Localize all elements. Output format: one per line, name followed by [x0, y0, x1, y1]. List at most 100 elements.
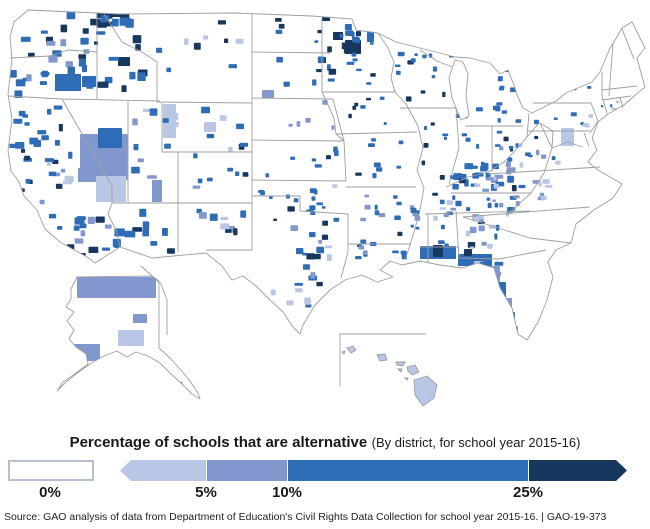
district [100, 15, 110, 23]
district [495, 144, 501, 147]
district [376, 167, 383, 172]
district [345, 30, 354, 35]
district [275, 29, 283, 34]
district [492, 199, 496, 202]
district [443, 136, 448, 140]
district [164, 143, 171, 149]
district [495, 271, 502, 276]
district [394, 64, 401, 67]
district [355, 172, 362, 176]
district [472, 165, 478, 169]
district [55, 74, 81, 91]
district [343, 48, 350, 54]
district [513, 195, 520, 199]
district [339, 34, 344, 38]
district [372, 173, 377, 179]
district [305, 117, 311, 123]
district [464, 249, 472, 256]
district [398, 140, 404, 145]
district [587, 86, 592, 89]
district [13, 118, 23, 124]
district [368, 143, 375, 147]
district [44, 158, 55, 162]
district [470, 246, 474, 250]
district [364, 204, 371, 210]
district [40, 30, 48, 34]
district [360, 105, 366, 109]
district [228, 146, 233, 153]
district [496, 102, 503, 106]
district [118, 57, 130, 66]
district [39, 81, 47, 85]
district [235, 38, 244, 44]
district [497, 118, 501, 123]
district [220, 223, 230, 230]
district [65, 61, 73, 68]
district [396, 165, 402, 169]
district [162, 228, 168, 236]
district [37, 130, 47, 135]
district [322, 220, 328, 226]
district [545, 184, 553, 188]
district [478, 225, 485, 232]
district [515, 201, 520, 207]
district [24, 122, 30, 126]
district [119, 11, 130, 18]
district [311, 158, 317, 162]
hawaii-islands [341, 345, 438, 407]
district [316, 202, 323, 206]
district [88, 246, 99, 253]
district [111, 18, 119, 27]
district [265, 173, 270, 178]
district [285, 194, 290, 199]
district [352, 105, 357, 110]
district [324, 245, 333, 249]
district [468, 309, 475, 316]
district [79, 223, 87, 229]
district [486, 177, 494, 181]
district [225, 229, 232, 233]
district [60, 24, 68, 33]
district [506, 167, 516, 172]
district [455, 200, 462, 207]
district [40, 71, 50, 76]
district [585, 124, 590, 128]
us-choropleth-map [7, 9, 646, 407]
district [452, 195, 456, 200]
district [431, 75, 436, 79]
district [487, 299, 496, 307]
district [86, 81, 94, 89]
district [321, 206, 326, 209]
district [482, 274, 491, 281]
district [149, 108, 158, 116]
district [318, 239, 323, 244]
district [439, 175, 445, 180]
district [142, 221, 150, 230]
district [476, 144, 480, 149]
district [405, 96, 412, 102]
district [78, 253, 86, 257]
district [314, 164, 322, 168]
district [87, 216, 95, 224]
district [139, 208, 147, 217]
district [204, 122, 216, 132]
district [476, 107, 483, 112]
district [423, 126, 427, 130]
district [78, 54, 87, 59]
district [510, 64, 515, 70]
district [534, 119, 539, 125]
district [310, 272, 316, 279]
district [321, 234, 329, 240]
district [355, 31, 361, 37]
figure-title-qualifier: (By district, for school year 2015-16) [371, 435, 581, 450]
district [46, 161, 52, 166]
district [542, 179, 550, 184]
district [397, 231, 403, 236]
district [66, 11, 76, 20]
district [352, 58, 358, 62]
district [152, 180, 162, 202]
source-note: Source: GAO analysis of data from Depart… [4, 511, 607, 523]
district [96, 176, 126, 202]
district [326, 155, 331, 160]
district [420, 90, 426, 94]
